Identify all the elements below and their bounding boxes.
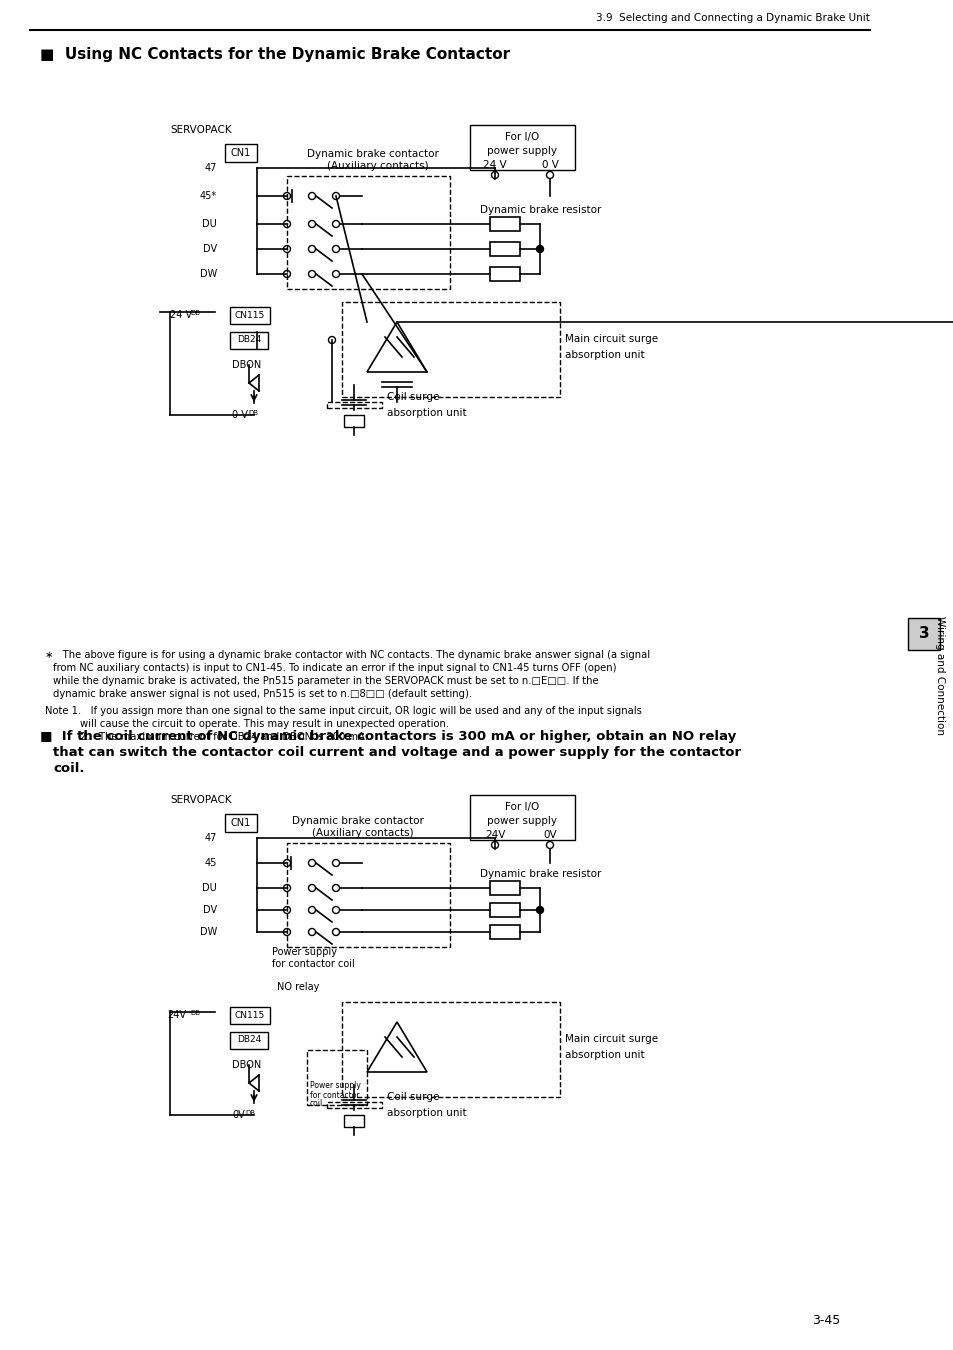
Text: Dynamic brake resistor: Dynamic brake resistor bbox=[479, 205, 600, 215]
Text: Coil surge: Coil surge bbox=[387, 392, 439, 402]
Text: DW: DW bbox=[199, 269, 216, 279]
Text: Dynamic brake resistor: Dynamic brake resistor bbox=[479, 869, 600, 879]
Bar bbox=[307, 1050, 367, 1106]
Text: ∗   The above figure is for using a dynamic brake contactor with NC contacts. Th: ∗ The above figure is for using a dynami… bbox=[45, 649, 649, 660]
Bar bbox=[490, 882, 519, 895]
Text: SERVOPACK: SERVOPACK bbox=[170, 795, 232, 805]
Text: For I/O: For I/O bbox=[504, 132, 538, 142]
Text: DU: DU bbox=[202, 883, 216, 892]
Text: DBON: DBON bbox=[232, 1060, 261, 1071]
Text: 24V: 24V bbox=[167, 1010, 186, 1021]
Text: DU: DU bbox=[202, 219, 216, 230]
Bar bbox=[490, 267, 519, 281]
Bar bbox=[344, 1115, 364, 1127]
Text: DB: DB bbox=[190, 310, 200, 316]
Text: DB: DB bbox=[245, 1110, 254, 1116]
Text: ■  Using NC Contacts for the Dynamic Brake Contactor: ■ Using NC Contacts for the Dynamic Brak… bbox=[40, 47, 510, 62]
Bar bbox=[225, 814, 256, 832]
Text: Coil surge: Coil surge bbox=[387, 1092, 439, 1102]
Text: absorption unit: absorption unit bbox=[564, 1049, 644, 1060]
Text: CN1: CN1 bbox=[231, 818, 251, 828]
Text: (Auxiliary contacts): (Auxiliary contacts) bbox=[327, 161, 428, 171]
Text: will cause the circuit to operate. This may result in unexpected operation.: will cause the circuit to operate. This … bbox=[80, 720, 449, 729]
Text: 24 V: 24 V bbox=[482, 161, 506, 170]
Text: power supply: power supply bbox=[486, 146, 557, 157]
Text: Main circuit surge: Main circuit surge bbox=[564, 335, 658, 344]
Text: 45: 45 bbox=[204, 859, 216, 868]
Text: For I/O: For I/O bbox=[504, 802, 538, 811]
Bar bbox=[490, 925, 519, 940]
Text: 2.   The maximum current for DB24 and DBON is 300 mA.: 2. The maximum current for DB24 and DBON… bbox=[80, 732, 368, 742]
Text: 45*: 45* bbox=[200, 190, 216, 201]
Bar bbox=[230, 306, 270, 324]
Bar bbox=[327, 402, 381, 408]
Text: DBON: DBON bbox=[232, 360, 261, 370]
Text: DB: DB bbox=[190, 1010, 200, 1017]
Text: 0V: 0V bbox=[232, 1110, 245, 1120]
Text: DW: DW bbox=[199, 927, 216, 937]
Bar bbox=[470, 795, 575, 840]
Text: DB24: DB24 bbox=[236, 336, 261, 344]
Text: 3.9  Selecting and Connecting a Dynamic Brake Unit: 3.9 Selecting and Connecting a Dynamic B… bbox=[596, 14, 869, 23]
Bar bbox=[230, 332, 268, 350]
Bar bbox=[230, 1031, 268, 1049]
Text: 3: 3 bbox=[918, 626, 928, 641]
Text: DV: DV bbox=[203, 244, 216, 254]
Text: SERVOPACK: SERVOPACK bbox=[170, 126, 232, 135]
Text: Dynamic brake contactor: Dynamic brake contactor bbox=[292, 815, 423, 826]
Text: CN115: CN115 bbox=[234, 1011, 265, 1019]
Text: that can switch the contactor coil current and voltage and a power supply for th: that can switch the contactor coil curre… bbox=[53, 747, 740, 759]
Bar bbox=[327, 1102, 381, 1108]
Text: (Auxiliary contacts): (Auxiliary contacts) bbox=[312, 828, 414, 838]
Text: CN115: CN115 bbox=[234, 310, 265, 320]
Text: 0V: 0V bbox=[542, 830, 557, 840]
Bar bbox=[907, 618, 939, 649]
Text: Note 1.   If you assign more than one signal to the same input circuit, OR logic: Note 1. If you assign more than one sign… bbox=[45, 706, 641, 716]
Text: 24V: 24V bbox=[484, 830, 505, 840]
Bar bbox=[490, 242, 519, 256]
Text: for contactor: for contactor bbox=[310, 1091, 359, 1099]
Bar bbox=[287, 842, 450, 946]
Bar bbox=[230, 1007, 270, 1025]
Text: 47: 47 bbox=[204, 163, 216, 173]
Text: absorption unit: absorption unit bbox=[564, 350, 644, 359]
Text: 0 V: 0 V bbox=[541, 161, 558, 170]
Bar bbox=[344, 414, 364, 427]
Bar bbox=[287, 176, 450, 289]
Text: DB24: DB24 bbox=[236, 1035, 261, 1045]
Text: while the dynamic brake is activated, the Pn515 parameter in the SERVOPACK must : while the dynamic brake is activated, th… bbox=[53, 676, 598, 686]
Text: absorption unit: absorption unit bbox=[387, 408, 466, 418]
Circle shape bbox=[536, 246, 543, 252]
Bar bbox=[490, 903, 519, 917]
Text: 3-45: 3-45 bbox=[811, 1314, 840, 1327]
Text: coil.: coil. bbox=[53, 761, 85, 775]
Text: 0 V: 0 V bbox=[232, 410, 248, 420]
Text: from NC auxiliary contacts) is input to CN1-45. To indicate an error if the inpu: from NC auxiliary contacts) is input to … bbox=[53, 663, 616, 674]
Text: Wiring and Connection: Wiring and Connection bbox=[934, 616, 944, 734]
Text: for contactor coil: for contactor coil bbox=[272, 958, 355, 969]
Text: DB: DB bbox=[248, 410, 257, 416]
Bar bbox=[470, 126, 575, 170]
Text: 24 V: 24 V bbox=[170, 310, 192, 320]
Text: power supply: power supply bbox=[486, 815, 557, 826]
Text: Power supply: Power supply bbox=[272, 946, 336, 957]
Bar bbox=[341, 1002, 559, 1098]
Text: 47: 47 bbox=[204, 833, 216, 842]
Text: NO relay: NO relay bbox=[276, 981, 319, 992]
Text: Power supply: Power supply bbox=[310, 1080, 360, 1089]
Text: absorption unit: absorption unit bbox=[387, 1108, 466, 1118]
Text: ■  If the coil current of NC dynamic brake contactors is 300 mA or higher, obtai: ■ If the coil current of NC dynamic brak… bbox=[40, 730, 736, 742]
Text: CN1: CN1 bbox=[231, 148, 251, 158]
Text: dynamic brake answer signal is not used, Pn515 is set to n.□8□□ (default setting: dynamic brake answer signal is not used,… bbox=[53, 688, 472, 699]
Bar bbox=[490, 217, 519, 231]
Circle shape bbox=[536, 906, 543, 914]
Bar bbox=[225, 144, 256, 162]
Text: Dynamic brake contactor: Dynamic brake contactor bbox=[307, 148, 438, 159]
Text: coil: coil bbox=[310, 1099, 323, 1108]
Text: Main circuit surge: Main circuit surge bbox=[564, 1034, 658, 1045]
Bar bbox=[341, 302, 559, 397]
Text: DV: DV bbox=[203, 904, 216, 915]
